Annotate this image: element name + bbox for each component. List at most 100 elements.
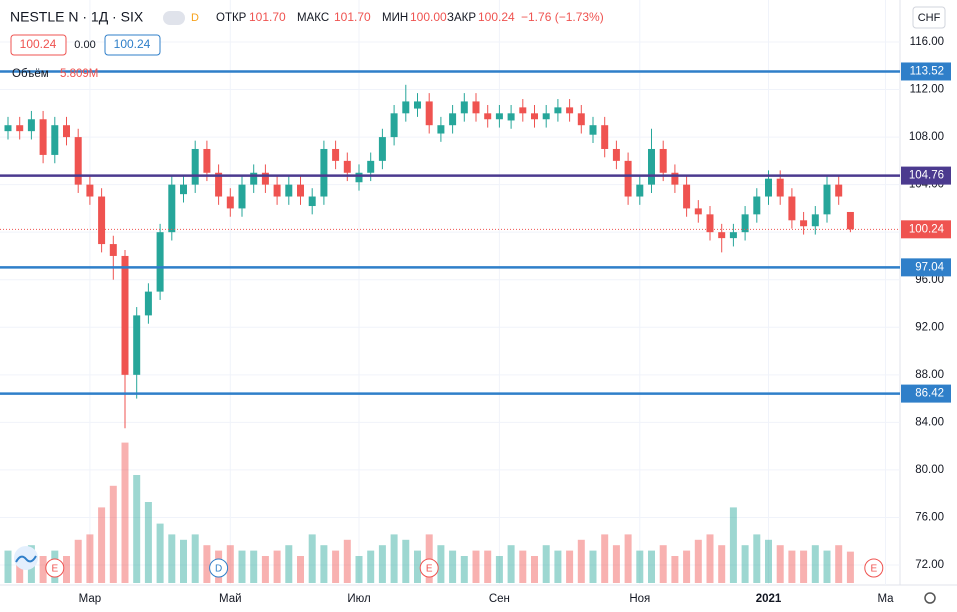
event-marker[interactable] (45, 558, 65, 578)
candle-body (612, 148, 620, 161)
level-label: 104.76 (909, 170, 944, 182)
volume-bar (659, 545, 667, 583)
volume-bar (460, 556, 468, 583)
candle-body (800, 220, 808, 227)
value: 100.00 (410, 10, 447, 24)
x-tick-label: Мар (79, 593, 102, 605)
level-label: 97.04 (915, 261, 944, 273)
y-tick-label: 92.00 (915, 321, 944, 333)
y-tick-label: 80.00 (915, 464, 944, 476)
label: МИН (382, 12, 408, 24)
candle-body (378, 137, 386, 161)
candle-body (601, 125, 609, 149)
candle-body (507, 113, 515, 121)
candle-body (694, 208, 702, 215)
event-marker[interactable] (209, 558, 229, 578)
candle-body (566, 107, 574, 114)
candle-body (367, 160, 375, 173)
volume-bar (273, 550, 281, 583)
candle-body (484, 113, 492, 120)
y-tick-label: 116.00 (910, 36, 944, 48)
volume-bar (507, 545, 515, 583)
value: 100.24 (478, 10, 515, 24)
candle-body (683, 184, 691, 209)
candle-body (765, 178, 772, 197)
settings[interactable] (924, 592, 936, 604)
volume-bar (846, 551, 854, 583)
volume-bar (39, 556, 47, 583)
toggle[interactable] (163, 11, 185, 25)
volume-bar (729, 507, 737, 583)
volume-bar (636, 550, 644, 583)
x-tick-label: Июл (347, 593, 370, 605)
candle-body (332, 148, 340, 161)
volume-bar (355, 556, 363, 583)
candle-body (63, 125, 70, 138)
volume-bar (63, 556, 70, 583)
candle-body (531, 113, 538, 120)
volume-bar (238, 550, 246, 583)
volume-bar (402, 539, 410, 583)
volume-bar (531, 556, 538, 583)
candle-body (226, 196, 234, 209)
candle-body (191, 148, 199, 185)
volume-bar (250, 550, 258, 583)
candle-body (261, 172, 269, 185)
candle-body (273, 184, 281, 197)
candle-body (823, 184, 831, 215)
candle-body (460, 101, 468, 114)
ask-box[interactable] (104, 34, 161, 56)
event-marker[interactable] (864, 558, 884, 578)
volume-bar (542, 545, 550, 583)
candle-body (648, 148, 655, 185)
volume-bar (484, 550, 492, 583)
volume-bar (449, 550, 457, 583)
volume-bar (788, 550, 796, 583)
spread: 0.00 (74, 39, 95, 51)
candle-body (51, 125, 59, 155)
x-tick-label: Сен (489, 593, 510, 605)
candle-body (16, 125, 24, 132)
candle-body (390, 113, 398, 138)
ask: 100.24 (114, 37, 151, 51)
volume-bar (835, 545, 843, 583)
candle-body (495, 113, 503, 120)
volume-bar (776, 545, 784, 583)
x-tick-label: Ноя (629, 593, 650, 605)
candle-body (109, 244, 117, 256)
event-marker[interactable] (419, 558, 439, 578)
volume-bar (168, 534, 176, 583)
y-tick-label: 108.00 (909, 131, 944, 143)
header: NESTLE N · 1Д · SIX D ОТКР 101.70 МАКС 1… (10, 6, 951, 604)
volume-bar (671, 556, 679, 583)
level-label: 86.42 (915, 388, 944, 400)
volume-bar (823, 550, 831, 583)
value: 101.70 (334, 10, 371, 24)
volume-bar (86, 534, 94, 583)
candle-body (846, 211, 854, 230)
candle-body (519, 107, 527, 114)
event-label: D (215, 564, 222, 575)
badge: D (191, 12, 199, 24)
volume-bar (765, 539, 772, 583)
candle-body (4, 125, 12, 132)
bid: 100.24 (20, 37, 57, 51)
volume-bar (367, 550, 375, 583)
bid-box[interactable] (10, 34, 67, 56)
value: 101.70 (249, 10, 286, 24)
y-tick-label: 88.00 (915, 369, 944, 381)
candle-body (27, 119, 35, 132)
level-tag (901, 62, 951, 81)
volume-bar (261, 556, 269, 583)
volume-bar (297, 556, 304, 583)
volume-bar (390, 534, 398, 583)
volume-bar (648, 550, 655, 583)
event-label: E (51, 564, 58, 575)
candle-body (285, 184, 293, 197)
currency-button[interactable] (912, 6, 946, 29)
volume-bar (133, 475, 141, 583)
candle-body (729, 232, 737, 239)
candle-body (449, 113, 457, 126)
candle-body (671, 172, 679, 185)
candle-body (156, 232, 164, 292)
